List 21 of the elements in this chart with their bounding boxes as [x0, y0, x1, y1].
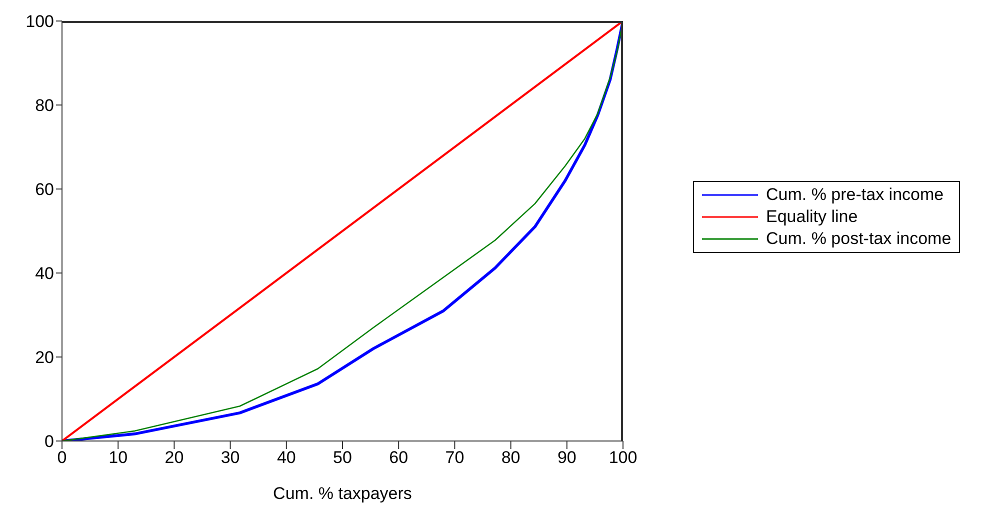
y-tick-label: 100 [26, 12, 54, 32]
x-tick-label: 40 [276, 448, 296, 468]
legend-label: Equality line [766, 206, 858, 228]
y-tick-label: 20 [35, 348, 54, 368]
x-axis-title: Cum. % taxpayers [273, 484, 412, 503]
y-tick-label: 80 [35, 96, 54, 116]
x-tick-label: 30 [220, 448, 240, 468]
legend-label: Cum. % pre-tax income [766, 184, 944, 206]
y-tick-label: 40 [35, 264, 54, 284]
x-tick-label: 80 [501, 448, 520, 468]
x-tick-label: 70 [445, 448, 464, 468]
x-tick-label: 20 [164, 448, 184, 468]
y-tick-label: 60 [35, 180, 54, 200]
legend-label: Cum. % post-tax income [766, 228, 952, 250]
x-tick-label: 90 [557, 448, 576, 468]
x-tick-label: 10 [108, 448, 128, 468]
x-tick-label: 60 [389, 448, 408, 468]
x-tick-label: 0 [57, 448, 67, 468]
y-tick-label: 0 [44, 432, 54, 452]
x-tick-label: 50 [333, 448, 352, 468]
x-tick-label: 100 [608, 448, 638, 468]
